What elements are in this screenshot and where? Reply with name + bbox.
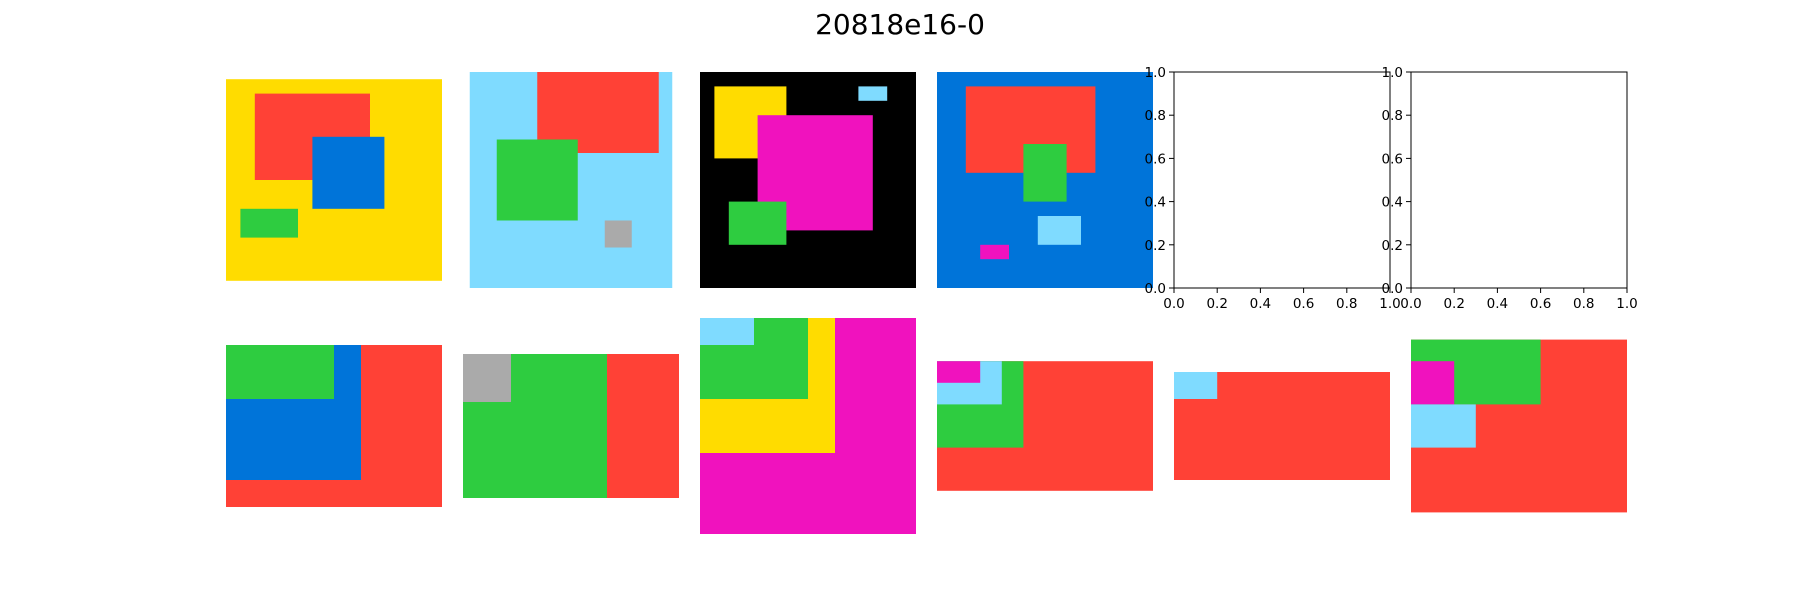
x-tick-label: 0.8: [1573, 296, 1594, 312]
color-block: [240, 208, 298, 238]
color-block: [1411, 361, 1455, 405]
y-tick-label: 0.8: [1145, 108, 1166, 124]
y-tick-label: 1.0: [1145, 65, 1166, 81]
output-grid-4: [937, 361, 1153, 491]
x-tick-label: 0.6: [1293, 296, 1314, 312]
output-grid-1: [226, 345, 442, 507]
y-tick-label: 0.0: [1145, 281, 1166, 297]
input-grid-2: [469, 72, 673, 288]
color-block: [700, 318, 754, 345]
axes-frame: [1173, 71, 1391, 289]
color-block: [496, 139, 578, 221]
input-grid-3: [700, 72, 916, 288]
color-block: [980, 244, 1009, 260]
color-block: [937, 361, 981, 383]
color-block: [463, 354, 511, 402]
x-tick-label: 0.8: [1336, 296, 1357, 312]
x-tick-label: 0.4: [1487, 296, 1508, 312]
x-tick-label: 0.0: [1163, 296, 1184, 312]
y-tick-label: 1.0: [1382, 65, 1403, 81]
x-tick-label: 1.0: [1379, 296, 1400, 312]
output-grid-2: [463, 354, 679, 498]
color-block: [728, 201, 787, 245]
figure-title: 20818e16-0: [815, 8, 985, 41]
color-block: [312, 136, 385, 209]
color-block: [858, 86, 888, 101]
x-tick-label: 1.0: [1616, 296, 1637, 312]
color-block: [226, 345, 334, 399]
x-tick-label: 0.4: [1250, 296, 1271, 312]
y-tick-label: 0.4: [1145, 195, 1166, 211]
x-tick-label: 0.2: [1443, 296, 1464, 312]
y-tick-label: 0.2: [1382, 238, 1403, 254]
color-block: [1037, 216, 1081, 245]
output-grid-3: [700, 318, 916, 534]
y-tick-label: 0.8: [1382, 108, 1403, 124]
y-tick-label: 0.0: [1382, 281, 1403, 297]
input-axes-6: 0.00.0 0.2 0.2 0.4 0.4 0.6 0.6 0.8 0.8 1.0 1.0: [1382, 65, 1638, 312]
color-block: [1174, 372, 1218, 399]
input-grid-4: [937, 72, 1153, 288]
y-tick-label: 0.6: [1382, 151, 1403, 167]
x-tick-label: 0.0: [1400, 296, 1421, 312]
axes-frame: [1410, 71, 1628, 289]
x-tick-label: 0.2: [1206, 296, 1227, 312]
y-tick-label: 0.4: [1382, 195, 1403, 211]
input-axes-5: 0.00.00.20.20.40.40.60.60.80.81.01.0: [1145, 65, 1401, 312]
y-tick-label: 0.6: [1145, 151, 1166, 167]
y-tick-label: 0.2: [1145, 238, 1166, 254]
x-tick-label: 0.6: [1530, 296, 1551, 312]
color-block: [1023, 144, 1067, 202]
color-block: [604, 220, 632, 248]
input-grid-1: [226, 79, 442, 281]
output-grid-6: [1411, 339, 1627, 513]
color-block: [1411, 404, 1476, 448]
output-grid-5: [1174, 372, 1390, 480]
